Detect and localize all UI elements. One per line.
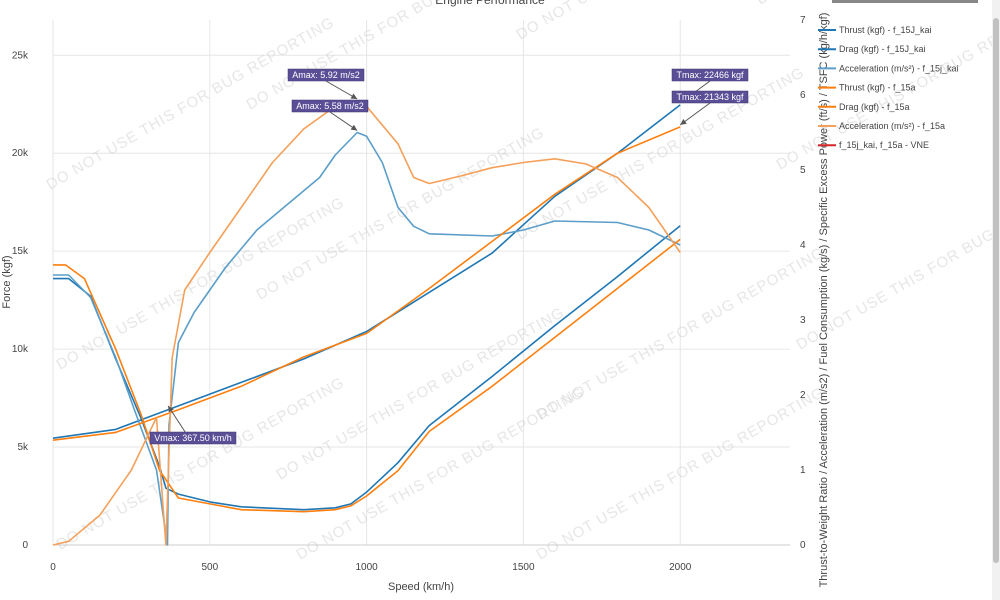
y2-tick-label: 0 <box>800 540 806 551</box>
legend-entry-label[interactable]: f_15j_kai, f_15a - VNE <box>839 140 929 150</box>
annotations: Amax: 5.92 m/s2 Amax: 5.58 m/s2 Tmax: 2246… <box>149 68 749 445</box>
y2-tick-label: 2 <box>800 390 806 401</box>
x-axis-title: Speed (km/h) <box>388 581 454 593</box>
legend: Thrust (kgf) - f_15J_kai Drag (kgf) - f_1… <box>818 0 978 150</box>
x-tick-label: 1500 <box>512 562 535 573</box>
y2-tick-label: 3 <box>800 315 806 326</box>
legend-entry-label[interactable]: Drag (kgf) - f_15a <box>839 102 910 112</box>
annotation-box <box>671 68 749 82</box>
x-tick-label: 0 <box>50 562 56 573</box>
legend-entry-label[interactable]: Acceleration (m/s²) - f_15a <box>839 121 945 131</box>
annotation-label: Tmax: 21343 kgf <box>676 92 744 102</box>
legend-entry-label[interactable]: Thrust (kgf) - f_15J_kai <box>839 25 932 35</box>
annotation-arrow <box>329 111 358 131</box>
annotation-label: Vmax: 367.50 km/h <box>154 433 232 443</box>
y2-tick-label: 5 <box>800 165 806 176</box>
annotation-label: Amax: 5.92 m/s2 <box>292 70 360 80</box>
y2-tick-label: 1 <box>800 465 806 476</box>
y-tick-label: 5k <box>17 442 29 453</box>
annotation-box <box>149 431 237 445</box>
x-tick-label: 2000 <box>669 562 692 573</box>
y-axis-title: Force (kgf) <box>1 255 13 308</box>
scrollbar-thumb[interactable] <box>993 18 999 563</box>
y-tick-label: 25k <box>12 50 29 61</box>
y-tick-label: 10k <box>12 344 29 355</box>
legend-entry-label[interactable]: Thrust (kgf) - f_15a <box>839 83 916 93</box>
legend-entry-label[interactable]: Drag (kgf) - f_15J_kai <box>839 44 926 54</box>
y-tick-label: 15k <box>12 246 29 257</box>
annotation-arrow <box>325 80 358 100</box>
x-tick-label: 500 <box>201 562 218 573</box>
series-line-0 <box>52 104 681 439</box>
annotation-label: Amax: 5.58 m/s2 <box>296 101 364 111</box>
annotation-arrow <box>679 102 711 126</box>
legend-entry-label[interactable]: Acceleration (m/s²) - f_15j_kai <box>839 63 959 73</box>
series-line-3 <box>52 126 681 441</box>
y2-tick-label: 7 <box>800 15 806 26</box>
x-tick-label: 1000 <box>355 562 378 573</box>
series-line-2 <box>53 131 681 546</box>
y-tick-label: 20k <box>12 148 29 159</box>
y2-tick-label: 6 <box>800 90 806 101</box>
plot-area <box>53 20 790 545</box>
page-scrollbar[interactable] <box>992 0 1000 600</box>
annotation-box <box>291 99 369 113</box>
y2-axis-title: Thrust-to-Weight Ratio / Acceleration (m… <box>818 13 830 588</box>
annotation-label: Tmax: 22466 kgf <box>676 70 744 80</box>
annotation-box <box>671 90 749 104</box>
chart-title: Engine Performance <box>435 0 545 7</box>
legend-top-bar <box>832 0 978 3</box>
annotation-box <box>287 68 365 82</box>
y-tick-label: 0 <box>22 540 28 551</box>
series-line-4 <box>53 238 681 513</box>
y2-tick-label: 4 <box>800 240 806 251</box>
